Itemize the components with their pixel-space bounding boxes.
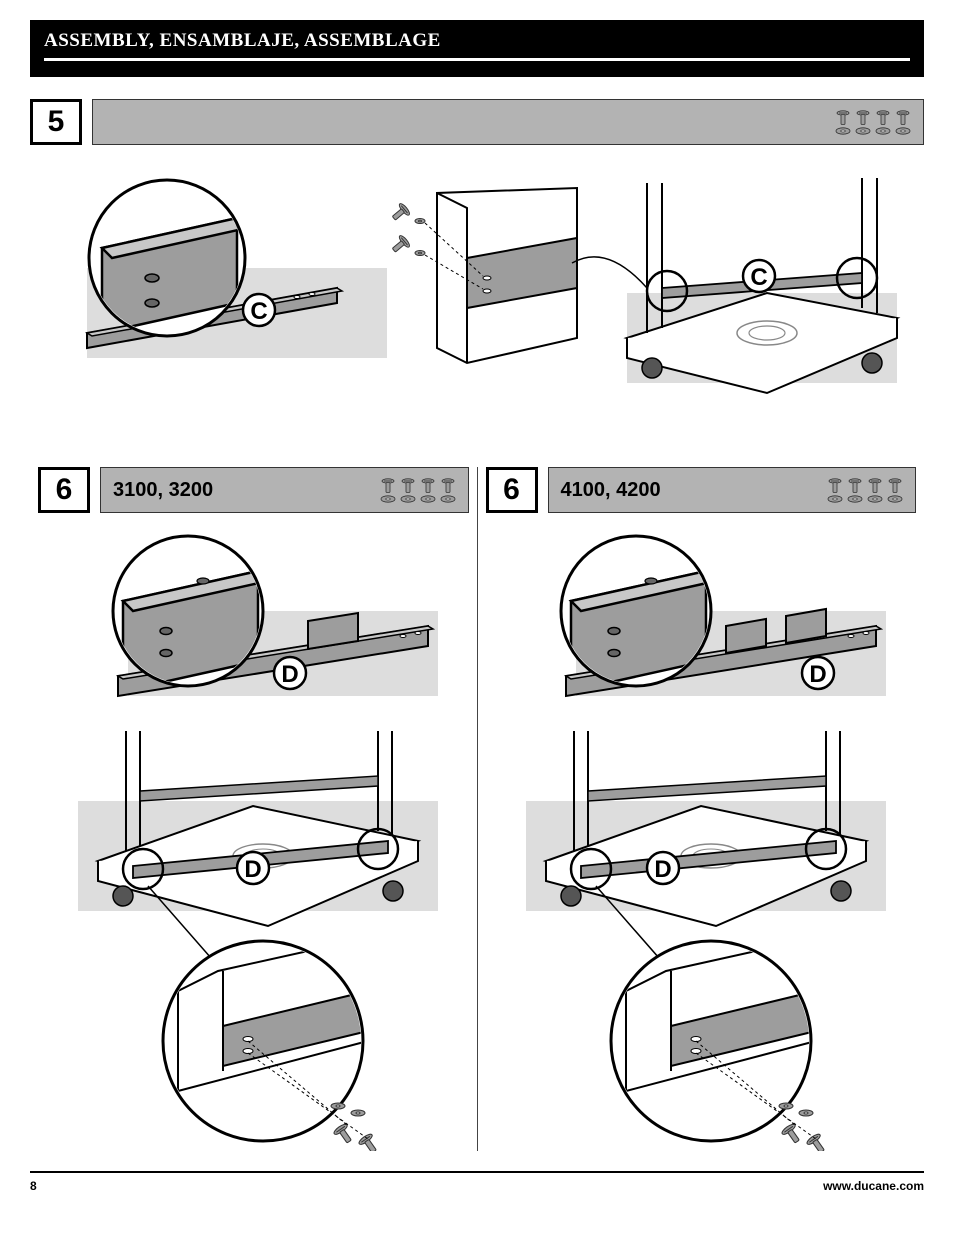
washer-icon bbox=[420, 495, 436, 503]
step-number: 6 bbox=[486, 467, 538, 513]
washer-icon bbox=[400, 495, 416, 503]
callout-d: D bbox=[654, 856, 671, 883]
fastener-icons bbox=[835, 110, 911, 135]
step-6-right-cart: D bbox=[496, 731, 906, 1151]
step-6-right-header: 6 4100, 4200 bbox=[486, 467, 917, 513]
step-6-columns: 6 3100, 3200 bbox=[30, 467, 924, 1151]
washer-icon bbox=[847, 495, 863, 503]
step-6-right-bar: 4100, 4200 bbox=[548, 467, 917, 513]
screw-icon bbox=[440, 478, 456, 494]
step-6-left-header: 6 3100, 3200 bbox=[38, 467, 469, 513]
washer-icon bbox=[867, 495, 883, 503]
washer-icon bbox=[887, 495, 903, 503]
page-number: 8 bbox=[30, 1179, 37, 1193]
step-6-right-rail: D bbox=[496, 531, 906, 731]
washer-icon bbox=[835, 127, 851, 135]
callout-c: C bbox=[750, 264, 767, 291]
washer-icon bbox=[380, 495, 396, 503]
washer-icon bbox=[895, 127, 911, 135]
fastener-icons bbox=[827, 478, 903, 503]
step-6-right: 6 4100, 4200 bbox=[478, 467, 925, 1151]
washer-icon bbox=[827, 495, 843, 503]
screw-icon bbox=[867, 478, 883, 494]
screw-icon bbox=[895, 110, 911, 126]
screw-icon bbox=[835, 110, 851, 126]
step-number: 6 bbox=[38, 467, 90, 513]
fastener-icons bbox=[380, 478, 456, 503]
step-6-left-cart: D bbox=[48, 731, 458, 1151]
screw-icon bbox=[827, 478, 843, 494]
callout-d: D bbox=[245, 856, 262, 883]
callout-d: D bbox=[809, 661, 826, 688]
step-6-left-label: 3100, 3200 bbox=[113, 479, 213, 502]
screw-icon bbox=[400, 478, 416, 494]
screw-icon bbox=[875, 110, 891, 126]
washer-icon bbox=[875, 127, 891, 135]
footer-url: www.ducane.com bbox=[823, 1179, 924, 1193]
step-number: 5 bbox=[30, 99, 82, 145]
washer-icon bbox=[440, 495, 456, 503]
step-6-left-rail: D bbox=[48, 531, 458, 731]
screw-icon bbox=[855, 110, 871, 126]
washer-icon bbox=[855, 127, 871, 135]
step-5-diagram: C bbox=[30, 163, 924, 443]
callout-c: C bbox=[250, 298, 267, 325]
step-6-right-label: 4100, 4200 bbox=[561, 479, 661, 502]
step-6-left: 6 3100, 3200 bbox=[30, 467, 478, 1151]
step-5-header: 5 bbox=[30, 99, 924, 145]
step-5-illustration: C bbox=[47, 163, 907, 443]
screw-icon bbox=[847, 478, 863, 494]
callout-d: D bbox=[282, 661, 299, 688]
step-5-bar bbox=[92, 99, 924, 145]
step-6-left-bar: 3100, 3200 bbox=[100, 467, 469, 513]
section-header: ASSEMBLY, ENSAMBLAJE, ASSEMBLAGE bbox=[30, 20, 924, 77]
section-title: ASSEMBLY, ENSAMBLAJE, ASSEMBLAGE bbox=[44, 30, 910, 61]
screw-icon bbox=[380, 478, 396, 494]
page-footer: 8 www.ducane.com bbox=[30, 1171, 924, 1193]
screw-icon bbox=[420, 478, 436, 494]
screw-icon bbox=[887, 478, 903, 494]
